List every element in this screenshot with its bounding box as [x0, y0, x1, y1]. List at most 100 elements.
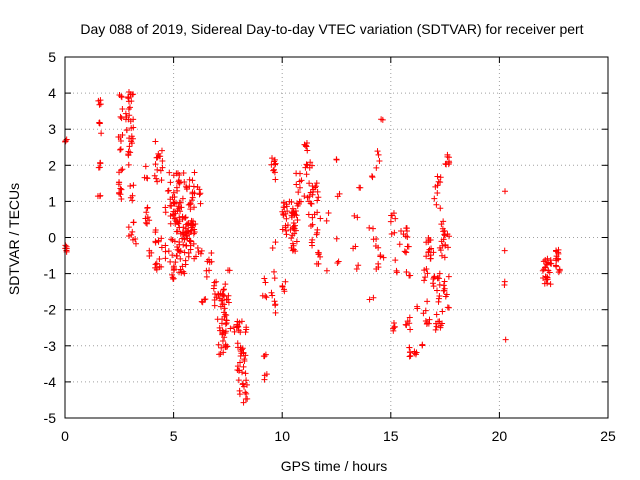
data-point — [174, 207, 181, 214]
data-point — [222, 341, 229, 348]
data-point — [171, 215, 178, 222]
data-point — [119, 131, 126, 138]
data-point — [270, 166, 277, 173]
data-point — [117, 146, 124, 153]
data-point — [96, 120, 103, 127]
data-point — [291, 230, 298, 237]
data-point — [555, 249, 562, 256]
data-point — [240, 383, 247, 390]
data-point — [323, 267, 330, 274]
data-point — [263, 294, 270, 301]
data-point — [306, 164, 313, 171]
data-point — [427, 255, 434, 262]
data-point — [402, 249, 409, 256]
data-point — [313, 260, 320, 267]
data-point — [403, 225, 410, 232]
data-point — [440, 282, 447, 289]
data-point — [218, 344, 225, 351]
data-point — [402, 321, 409, 328]
data-point — [170, 172, 177, 179]
data-point — [167, 202, 174, 209]
data-point — [191, 204, 198, 211]
data-point — [222, 281, 229, 288]
data-point — [117, 191, 124, 198]
data-point — [129, 236, 136, 243]
data-point — [226, 267, 233, 274]
data-point — [243, 326, 250, 333]
data-point — [271, 169, 278, 176]
data-point — [171, 200, 178, 207]
data-point — [117, 185, 124, 192]
data-point — [434, 189, 441, 196]
data-point — [223, 317, 230, 324]
data-point — [116, 190, 123, 197]
data-point — [223, 312, 230, 319]
data-point — [181, 236, 188, 243]
data-point — [552, 255, 559, 262]
data-point — [432, 183, 439, 190]
data-point — [272, 239, 279, 246]
data-point — [375, 260, 382, 267]
data-point — [391, 229, 398, 236]
data-point — [438, 252, 445, 259]
data-point — [184, 235, 191, 242]
data-point — [125, 152, 132, 159]
data-point — [153, 265, 160, 272]
data-point — [224, 296, 231, 303]
data-point — [179, 195, 186, 202]
data-point — [425, 249, 432, 256]
data-point — [309, 191, 316, 198]
data-point — [392, 257, 399, 264]
data-point — [556, 267, 563, 274]
data-point — [218, 297, 225, 304]
data-point — [426, 316, 433, 323]
data-point — [127, 104, 134, 111]
data-point — [234, 323, 241, 330]
data-point — [547, 281, 554, 288]
data-point — [269, 244, 276, 251]
data-point — [238, 318, 245, 325]
data-point — [234, 367, 241, 374]
data-point — [430, 249, 437, 256]
data-point — [221, 334, 228, 341]
data-point — [421, 267, 428, 274]
data-point — [398, 227, 405, 234]
data-point — [543, 260, 550, 267]
data-point — [441, 287, 448, 294]
data-point — [334, 259, 341, 266]
data-point — [118, 93, 125, 100]
data-point — [272, 301, 279, 308]
data-point — [190, 240, 197, 247]
data-point — [186, 176, 193, 183]
data-point — [334, 193, 341, 200]
data-point — [130, 219, 137, 226]
data-point — [307, 200, 314, 207]
data-point — [213, 278, 220, 285]
plot-frame — [64, 56, 609, 419]
data-point — [434, 274, 441, 281]
data-point — [439, 308, 446, 315]
y-tick-labels: -5 -4 -3 -2 -1 0 1 2 3 4 5 — [44, 49, 57, 426]
data-point — [271, 275, 278, 282]
data-point — [144, 204, 151, 211]
data-point — [211, 302, 218, 309]
data-point — [445, 304, 452, 311]
data-point — [294, 202, 301, 209]
data-point — [314, 188, 321, 195]
y-tick-label: 3 — [48, 121, 56, 137]
data-point — [182, 230, 189, 237]
data-point — [272, 309, 279, 316]
data-point — [422, 307, 429, 314]
data-point — [280, 286, 287, 293]
data-point — [187, 229, 194, 236]
data-point — [268, 289, 275, 296]
data-point — [169, 252, 176, 259]
x-tick-labels: 0 5 10 15 20 25 — [61, 428, 616, 444]
data-point — [294, 200, 301, 207]
data-point — [129, 192, 136, 199]
data-point — [235, 327, 242, 334]
data-point — [177, 248, 184, 255]
data-point — [369, 174, 376, 181]
data-point — [406, 344, 413, 351]
